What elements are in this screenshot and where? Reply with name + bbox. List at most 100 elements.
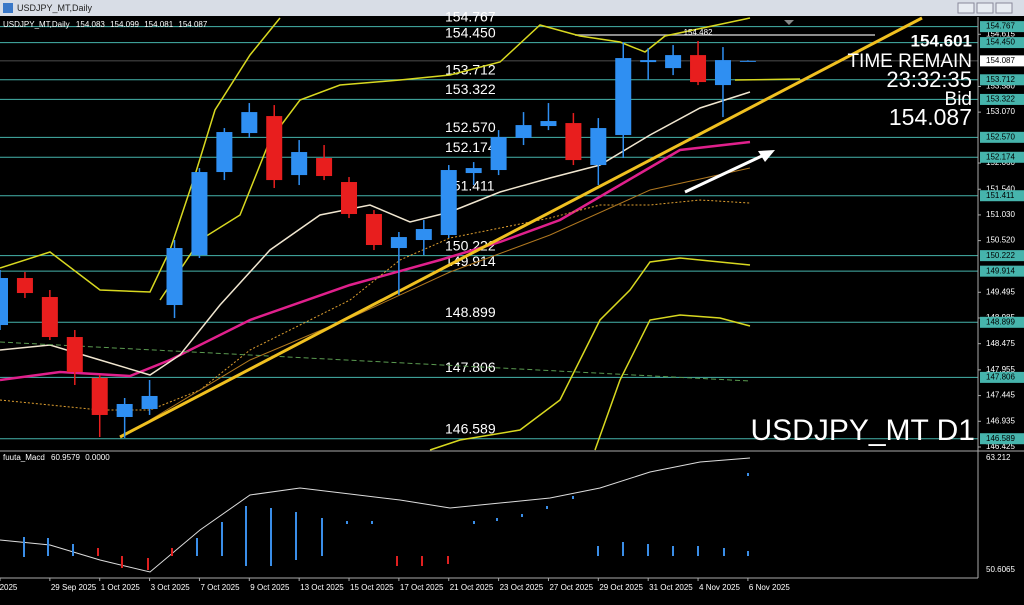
level-axis-label: 149.914 <box>986 266 1015 275</box>
x-tick-label: 6 Nov 2025 <box>749 583 790 592</box>
window-icon <box>3 3 13 13</box>
indicator-header: fuuta_Macd 60.9579 0.0000 <box>3 453 110 462</box>
maximize-button[interactable] <box>976 2 994 14</box>
y-tick-label: 147.445 <box>986 391 1015 400</box>
level-label: 149.914 <box>445 253 496 269</box>
candle-body <box>690 55 707 83</box>
candle-body <box>714 60 731 86</box>
candle-body <box>440 170 457 236</box>
level-axis-box <box>980 74 1024 86</box>
x-tick-label: 17 Oct 2025 <box>400 583 444 592</box>
ma-slow <box>0 140 751 382</box>
symbol-label: USDJPY_MT,Daily <box>3 20 70 29</box>
level-axis-label: 146.589 <box>986 434 1015 443</box>
x-tick-label: 29 Sep 2025 <box>51 583 97 592</box>
candle-body <box>615 58 632 136</box>
x-tick-label: 13 Oct 2025 <box>300 583 344 592</box>
high-marker-label: 154.482 <box>684 28 713 37</box>
x-tick-label: 21 Oct 2025 <box>450 583 494 592</box>
x-tick-label: 9 Oct 2025 <box>250 583 290 592</box>
candle-body <box>241 112 258 134</box>
close-button[interactable] <box>995 2 1013 14</box>
level-label: 152.570 <box>445 119 496 135</box>
y-tick-label: 149.495 <box>986 287 1015 296</box>
y-tick-label: 146.425 <box>986 442 1015 451</box>
level-label: 148.899 <box>445 304 496 320</box>
x-tick-label: 3 Oct 2025 <box>151 583 191 592</box>
macd-signal <box>0 457 751 573</box>
chart-header: USDJPY_MT,Daily 154.083 154.099 154.081 … <box>3 20 208 29</box>
candle-body <box>490 137 507 171</box>
candle-body <box>341 182 358 215</box>
candles <box>0 40 756 438</box>
watermark: USDJPY_MT D1 <box>750 414 975 447</box>
macd-panel <box>0 457 751 573</box>
level-axis-label: 154.450 <box>986 38 1015 47</box>
x-tick-label: 25 Sep 2025 <box>0 583 18 592</box>
candle-body <box>540 121 557 127</box>
title-bar <box>0 0 1024 16</box>
header-close: 154.087 <box>178 20 207 29</box>
indicators <box>0 16 923 451</box>
level-axis-box <box>980 93 1024 105</box>
ma-fast <box>0 91 751 376</box>
header-low: 154.081 <box>144 20 173 29</box>
candle-body <box>515 125 532 139</box>
level-label: 154.450 <box>445 24 496 40</box>
y-tick-label: 153.580 <box>986 82 1015 91</box>
level-axis-box <box>980 371 1024 383</box>
y-tick-label: 154.615 <box>986 29 1015 38</box>
level-label: 150.222 <box>445 237 496 253</box>
minimize-button[interactable] <box>957 2 975 14</box>
y-tick-label: 151.030 <box>986 210 1015 219</box>
bid-value: 154.087 <box>889 104 972 130</box>
y-tick-label: 147.955 <box>986 365 1015 374</box>
level-axis-label: 148.899 <box>986 317 1015 326</box>
candle-body <box>116 403 133 417</box>
x-tick-label: 23 Oct 2025 <box>500 583 544 592</box>
window-title: USDJPY_MT,Daily <box>17 3 93 13</box>
level-axis-box <box>980 316 1024 328</box>
level-axis-box <box>980 433 1024 445</box>
level-label: 153.322 <box>445 81 496 97</box>
x-tick-label: 7 Oct 2025 <box>200 583 240 592</box>
level-axis-label: 153.712 <box>986 75 1015 84</box>
ma-thin <box>149 167 751 421</box>
candle-body <box>16 278 33 294</box>
header-high: 154.099 <box>110 20 139 29</box>
x-tick-label: 31 Oct 2025 <box>649 583 693 592</box>
candle-body <box>0 278 8 326</box>
level-axis-box <box>980 265 1024 277</box>
level-axis-label: 152.570 <box>986 132 1015 141</box>
candle-body <box>565 123 582 161</box>
candle-body <box>590 128 607 166</box>
band-lower <box>429 257 751 451</box>
level-axis-box <box>980 21 1024 33</box>
window-buttons[interactable] <box>957 2 1013 14</box>
x-tick-label: 4 Nov 2025 <box>699 583 740 592</box>
band-lower-2 <box>594 314 751 451</box>
level-label: 152.174 <box>445 139 496 155</box>
y-tick-label: 151.540 <box>986 184 1015 193</box>
band-extension <box>734 78 801 81</box>
candle-body <box>390 237 407 249</box>
level-axis-label: 154.767 <box>986 22 1015 31</box>
level-label: 154.767 <box>445 8 496 24</box>
y-tick-label: 153.070 <box>986 107 1015 116</box>
candle-body <box>216 132 233 173</box>
candle-body <box>316 158 333 177</box>
bid-axis-label: 154.087 <box>986 56 1015 65</box>
candle-body <box>640 60 657 63</box>
arrow-shaft <box>684 153 765 194</box>
x-tick-label: 1 Oct 2025 <box>101 583 141 592</box>
y-tick-label: 146.935 <box>986 416 1015 425</box>
y-tick-label: 150.520 <box>986 236 1015 245</box>
y-tick-label: 148.475 <box>986 339 1015 348</box>
candle-body <box>166 248 183 306</box>
level-axis-box <box>980 131 1024 143</box>
indicator-tick-label: 50.6065 <box>986 565 1015 574</box>
level-label: 146.589 <box>445 420 496 436</box>
ma-dotted <box>0 199 751 411</box>
